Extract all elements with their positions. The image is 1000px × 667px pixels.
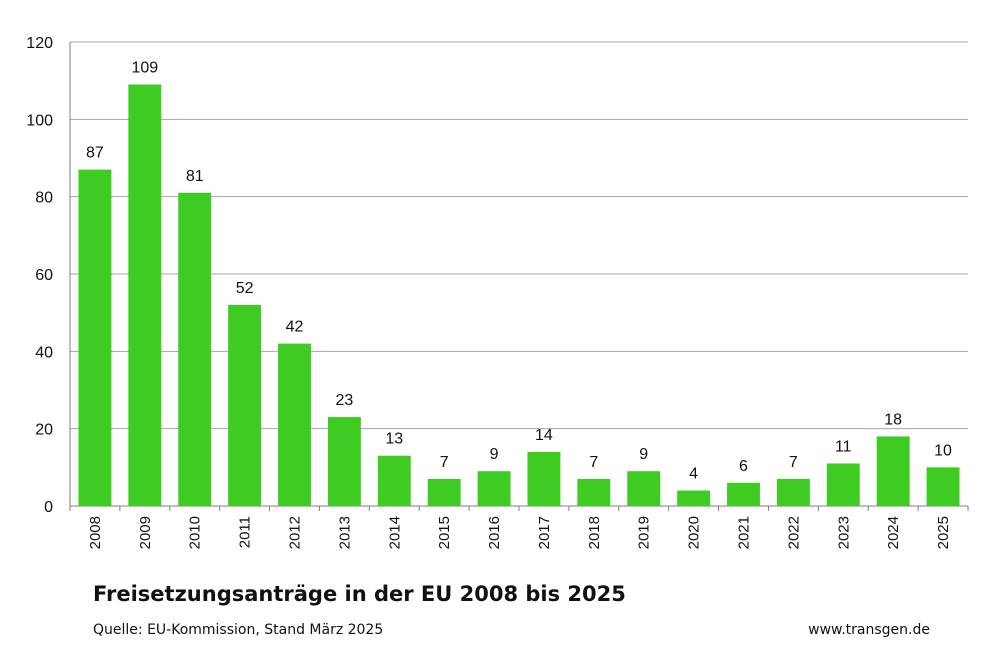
x-tick-label: 2013 xyxy=(336,516,353,549)
bar xyxy=(178,192,212,507)
data-label: 52 xyxy=(236,280,254,297)
data-label: 14 xyxy=(535,427,553,444)
bar xyxy=(228,304,262,506)
x-tick-label: 2008 xyxy=(87,516,104,549)
x-tick-label: 2022 xyxy=(785,516,802,549)
data-label: 6 xyxy=(739,458,748,475)
x-tick-label: 2010 xyxy=(187,516,204,549)
x-tick-label: 2009 xyxy=(137,516,154,549)
data-label: 7 xyxy=(589,454,598,471)
y-tick-label: 20 xyxy=(35,422,53,439)
y-tick-label: 60 xyxy=(35,267,53,284)
x-tick-label: 2016 xyxy=(486,516,503,549)
data-label: 9 xyxy=(490,446,499,463)
bar xyxy=(727,482,760,506)
y-tick-label: 100 xyxy=(26,112,53,129)
data-label: 18 xyxy=(884,411,902,428)
data-label: 11 xyxy=(835,438,852,455)
bar xyxy=(876,436,910,506)
x-tick-label: 2023 xyxy=(835,516,852,549)
bar xyxy=(477,471,511,506)
bar xyxy=(377,455,411,506)
x-tick-label: 2011 xyxy=(237,516,254,548)
data-label: 7 xyxy=(789,454,798,471)
bar xyxy=(776,478,810,506)
bar xyxy=(278,343,311,506)
chart-title: Freisetzungsanträge in der EU 2008 bis 2… xyxy=(93,582,626,606)
data-label: 23 xyxy=(335,392,353,409)
x-tick-label: 2012 xyxy=(287,516,304,549)
data-label: 9 xyxy=(639,446,648,463)
bar xyxy=(327,417,361,506)
data-label: 81 xyxy=(186,168,204,185)
y-tick-label: 0 xyxy=(44,499,53,516)
bar xyxy=(78,169,112,506)
bar xyxy=(826,463,860,506)
data-label: 109 xyxy=(131,60,158,77)
bar xyxy=(128,84,162,507)
y-tick-label: 120 xyxy=(26,35,53,52)
bar xyxy=(427,478,461,506)
x-tick-label: 2021 xyxy=(736,516,753,549)
x-tick-label: 2025 xyxy=(935,516,952,549)
x-tick-label: 2015 xyxy=(436,516,453,549)
x-tick-label: 2017 xyxy=(536,516,553,549)
y-tick-label: 80 xyxy=(35,190,53,207)
bar xyxy=(577,478,611,506)
x-tick-label: 2019 xyxy=(636,516,653,549)
x-tick-label: 2018 xyxy=(586,516,603,549)
data-label: 13 xyxy=(385,431,403,448)
bar xyxy=(527,451,561,506)
y-tick-label: 40 xyxy=(35,344,53,361)
data-label: 42 xyxy=(286,319,304,336)
x-tick-label: 2020 xyxy=(686,516,703,549)
x-tick-label: 2014 xyxy=(386,516,403,549)
website-credit: www.transgen.de xyxy=(808,622,930,638)
chart-source: Quelle: EU-Kommission, Stand März 2025 xyxy=(93,622,384,638)
bar xyxy=(926,467,960,506)
data-label: 7 xyxy=(440,454,449,471)
bar xyxy=(627,471,661,506)
data-label: 87 xyxy=(86,145,104,162)
x-tick-label: 2024 xyxy=(885,516,902,549)
data-label: 10 xyxy=(934,442,952,459)
bar xyxy=(677,490,711,506)
data-label: 4 xyxy=(689,466,698,483)
